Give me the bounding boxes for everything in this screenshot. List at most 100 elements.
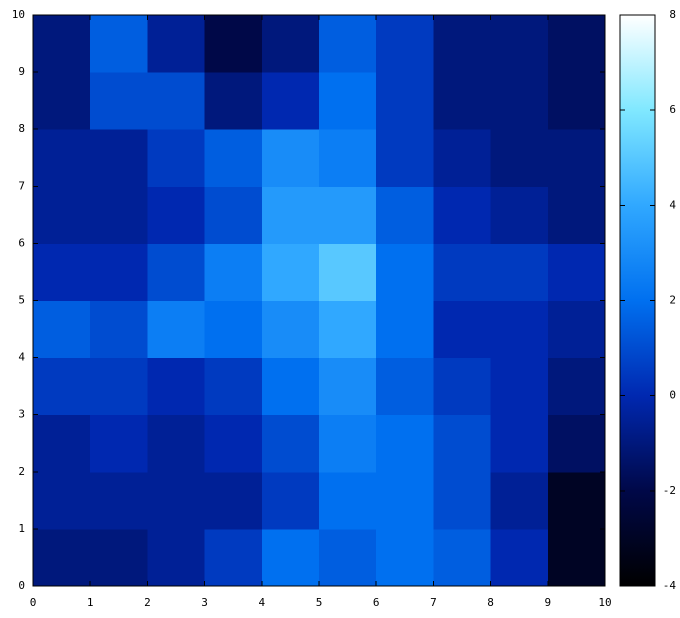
heatmap-cell <box>147 15 206 73</box>
heatmap-cell <box>433 300 492 359</box>
heatmap-cell <box>490 129 549 187</box>
heatmap-cell <box>547 300 606 359</box>
y-tick-label: 3 <box>18 408 25 421</box>
heatmap-cell <box>33 300 91 359</box>
heatmap-cell <box>147 72 206 130</box>
x-tick-label: 4 <box>258 596 265 609</box>
x-tick-label: 6 <box>373 596 380 609</box>
heatmap-cell <box>33 414 91 473</box>
heatmap-cell <box>33 357 91 416</box>
heatmap-cell <box>147 129 206 187</box>
heatmap-cell <box>490 471 549 530</box>
heatmap-cell <box>90 471 148 530</box>
y-tick-label: 9 <box>18 65 25 78</box>
heatmap-cell <box>33 186 91 244</box>
heatmap-cell <box>433 414 492 473</box>
heatmap-cell <box>261 186 320 244</box>
heatmap-cell <box>490 15 549 73</box>
heatmap-cell <box>319 528 377 587</box>
heatmap-cell <box>90 357 148 416</box>
y-tick-label: 7 <box>18 179 25 192</box>
y-tick-label: 0 <box>18 579 25 592</box>
heatmap-cell <box>261 300 320 359</box>
heatmap-cell <box>547 471 606 530</box>
colorbar-tick-label: 8 <box>669 8 676 21</box>
heatmap-cell <box>490 414 549 473</box>
heatmap-cell <box>90 15 148 73</box>
heatmap-cell <box>547 528 606 587</box>
heatmap-cell <box>319 243 377 301</box>
heatmap-cell <box>147 357 206 416</box>
y-tick-label: 8 <box>18 122 25 135</box>
heatmap-cell <box>319 357 377 416</box>
heatmap-cell <box>204 15 263 73</box>
heatmap-cell <box>319 186 377 244</box>
heatmap-cell <box>261 414 320 473</box>
heatmap-cell <box>204 72 263 130</box>
heatmap-cell <box>376 414 434 473</box>
heatmap-cell <box>433 471 492 530</box>
colorbar-tick-label: 0 <box>669 389 676 402</box>
heatmap-cell <box>433 357 492 416</box>
heatmap-cell <box>376 300 434 359</box>
colorbar-tick-label: 6 <box>669 103 676 116</box>
heatmap-cell <box>490 72 549 130</box>
heatmap-cell <box>261 528 320 587</box>
colorbar-tick-label: -4 <box>663 579 677 592</box>
heatmap-cell <box>33 129 91 187</box>
heatmap-cell <box>147 186 206 244</box>
heatmap-cell <box>261 471 320 530</box>
heatmap-cell <box>261 129 320 187</box>
heatmap-cell <box>319 414 377 473</box>
heatmap-cell <box>204 357 263 416</box>
heatmap-cell <box>204 186 263 244</box>
heatmap-cell <box>204 528 263 587</box>
heatmap-cell <box>261 72 320 130</box>
y-tick-label: 2 <box>18 465 25 478</box>
y-tick-label: 1 <box>18 522 25 535</box>
heatmap-cell <box>376 243 434 301</box>
x-tick-label: 1 <box>87 596 94 609</box>
heatmap-cell <box>376 129 434 187</box>
heatmap-cell <box>90 300 148 359</box>
heatmap-cell <box>319 72 377 130</box>
heatmap-cell <box>90 72 148 130</box>
heatmap-cell <box>433 186 492 244</box>
y-tick-label: 4 <box>18 351 25 364</box>
heatmap-cell <box>319 300 377 359</box>
heatmap-cell <box>204 300 263 359</box>
x-tick-label: 10 <box>598 596 611 609</box>
heatmap-cell <box>33 243 91 301</box>
heatmap-cell <box>376 528 434 587</box>
heatmap-cell <box>90 129 148 187</box>
heatmap-cell <box>90 243 148 301</box>
x-tick-label: 7 <box>430 596 437 609</box>
heatmap-cell <box>547 129 606 187</box>
x-tick-label: 9 <box>544 596 551 609</box>
x-tick-label: 8 <box>487 596 494 609</box>
heatmap-cell <box>147 414 206 473</box>
colorbar <box>619 14 656 587</box>
heatmap-cell <box>490 243 549 301</box>
heatmap-cell <box>33 15 91 73</box>
heatmap-cell <box>319 15 377 73</box>
heatmap-cell <box>319 471 377 530</box>
heatmap-cell <box>433 528 492 587</box>
heatmap-cell <box>204 129 263 187</box>
heatmap-cell <box>433 72 492 130</box>
heatmap-cell <box>547 15 606 73</box>
y-tick-label: 6 <box>18 236 25 249</box>
heatmap-cell <box>319 129 377 187</box>
heatmap-cell <box>147 471 206 530</box>
heatmap-cell <box>376 471 434 530</box>
heatmap-cell <box>204 471 263 530</box>
heatmap-cell <box>547 186 606 244</box>
heatmap-cell <box>490 186 549 244</box>
heatmap-cell <box>547 414 606 473</box>
heatmap-cell <box>376 357 434 416</box>
heatmap-cell <box>147 243 206 301</box>
x-tick-label: 3 <box>201 596 208 609</box>
heatmap-cell <box>376 186 434 244</box>
heatmap-cell <box>261 357 320 416</box>
heatmap-cell <box>261 15 320 73</box>
